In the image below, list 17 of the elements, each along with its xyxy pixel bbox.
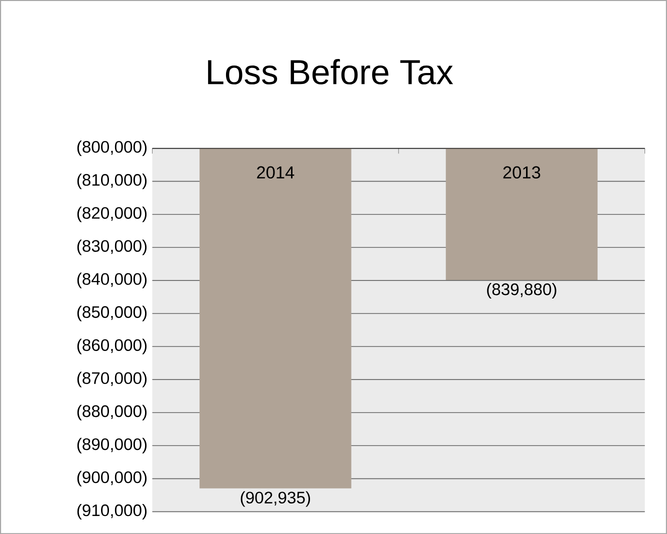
y-tick-label: (890,000) [77, 438, 147, 454]
y-tick-label: (860,000) [77, 338, 147, 354]
y-tick-label: (850,000) [77, 306, 147, 322]
y-tick-label: (820,000) [77, 206, 147, 222]
y-tick-label: (900,000) [77, 470, 147, 486]
data-label: (902,935) [240, 491, 310, 507]
y-tick-label: (870,000) [77, 372, 147, 388]
chart-title: Loss Before Tax [208, 58, 454, 84]
x-tick-label: 2013 [503, 166, 540, 178]
y-tick-label: (810,000) [77, 173, 147, 189]
data-label: (839,880) [487, 282, 556, 298]
y-tick-label: (840,000) [77, 272, 147, 288]
y-tick-label: (880,000) [77, 404, 147, 420]
x-tick-label: 2014 [257, 166, 294, 178]
y-tick-label: (830,000) [77, 240, 147, 256]
y-tick-label: (910,000) [77, 504, 147, 520]
y-tick-label: (800,000) [77, 140, 147, 156]
